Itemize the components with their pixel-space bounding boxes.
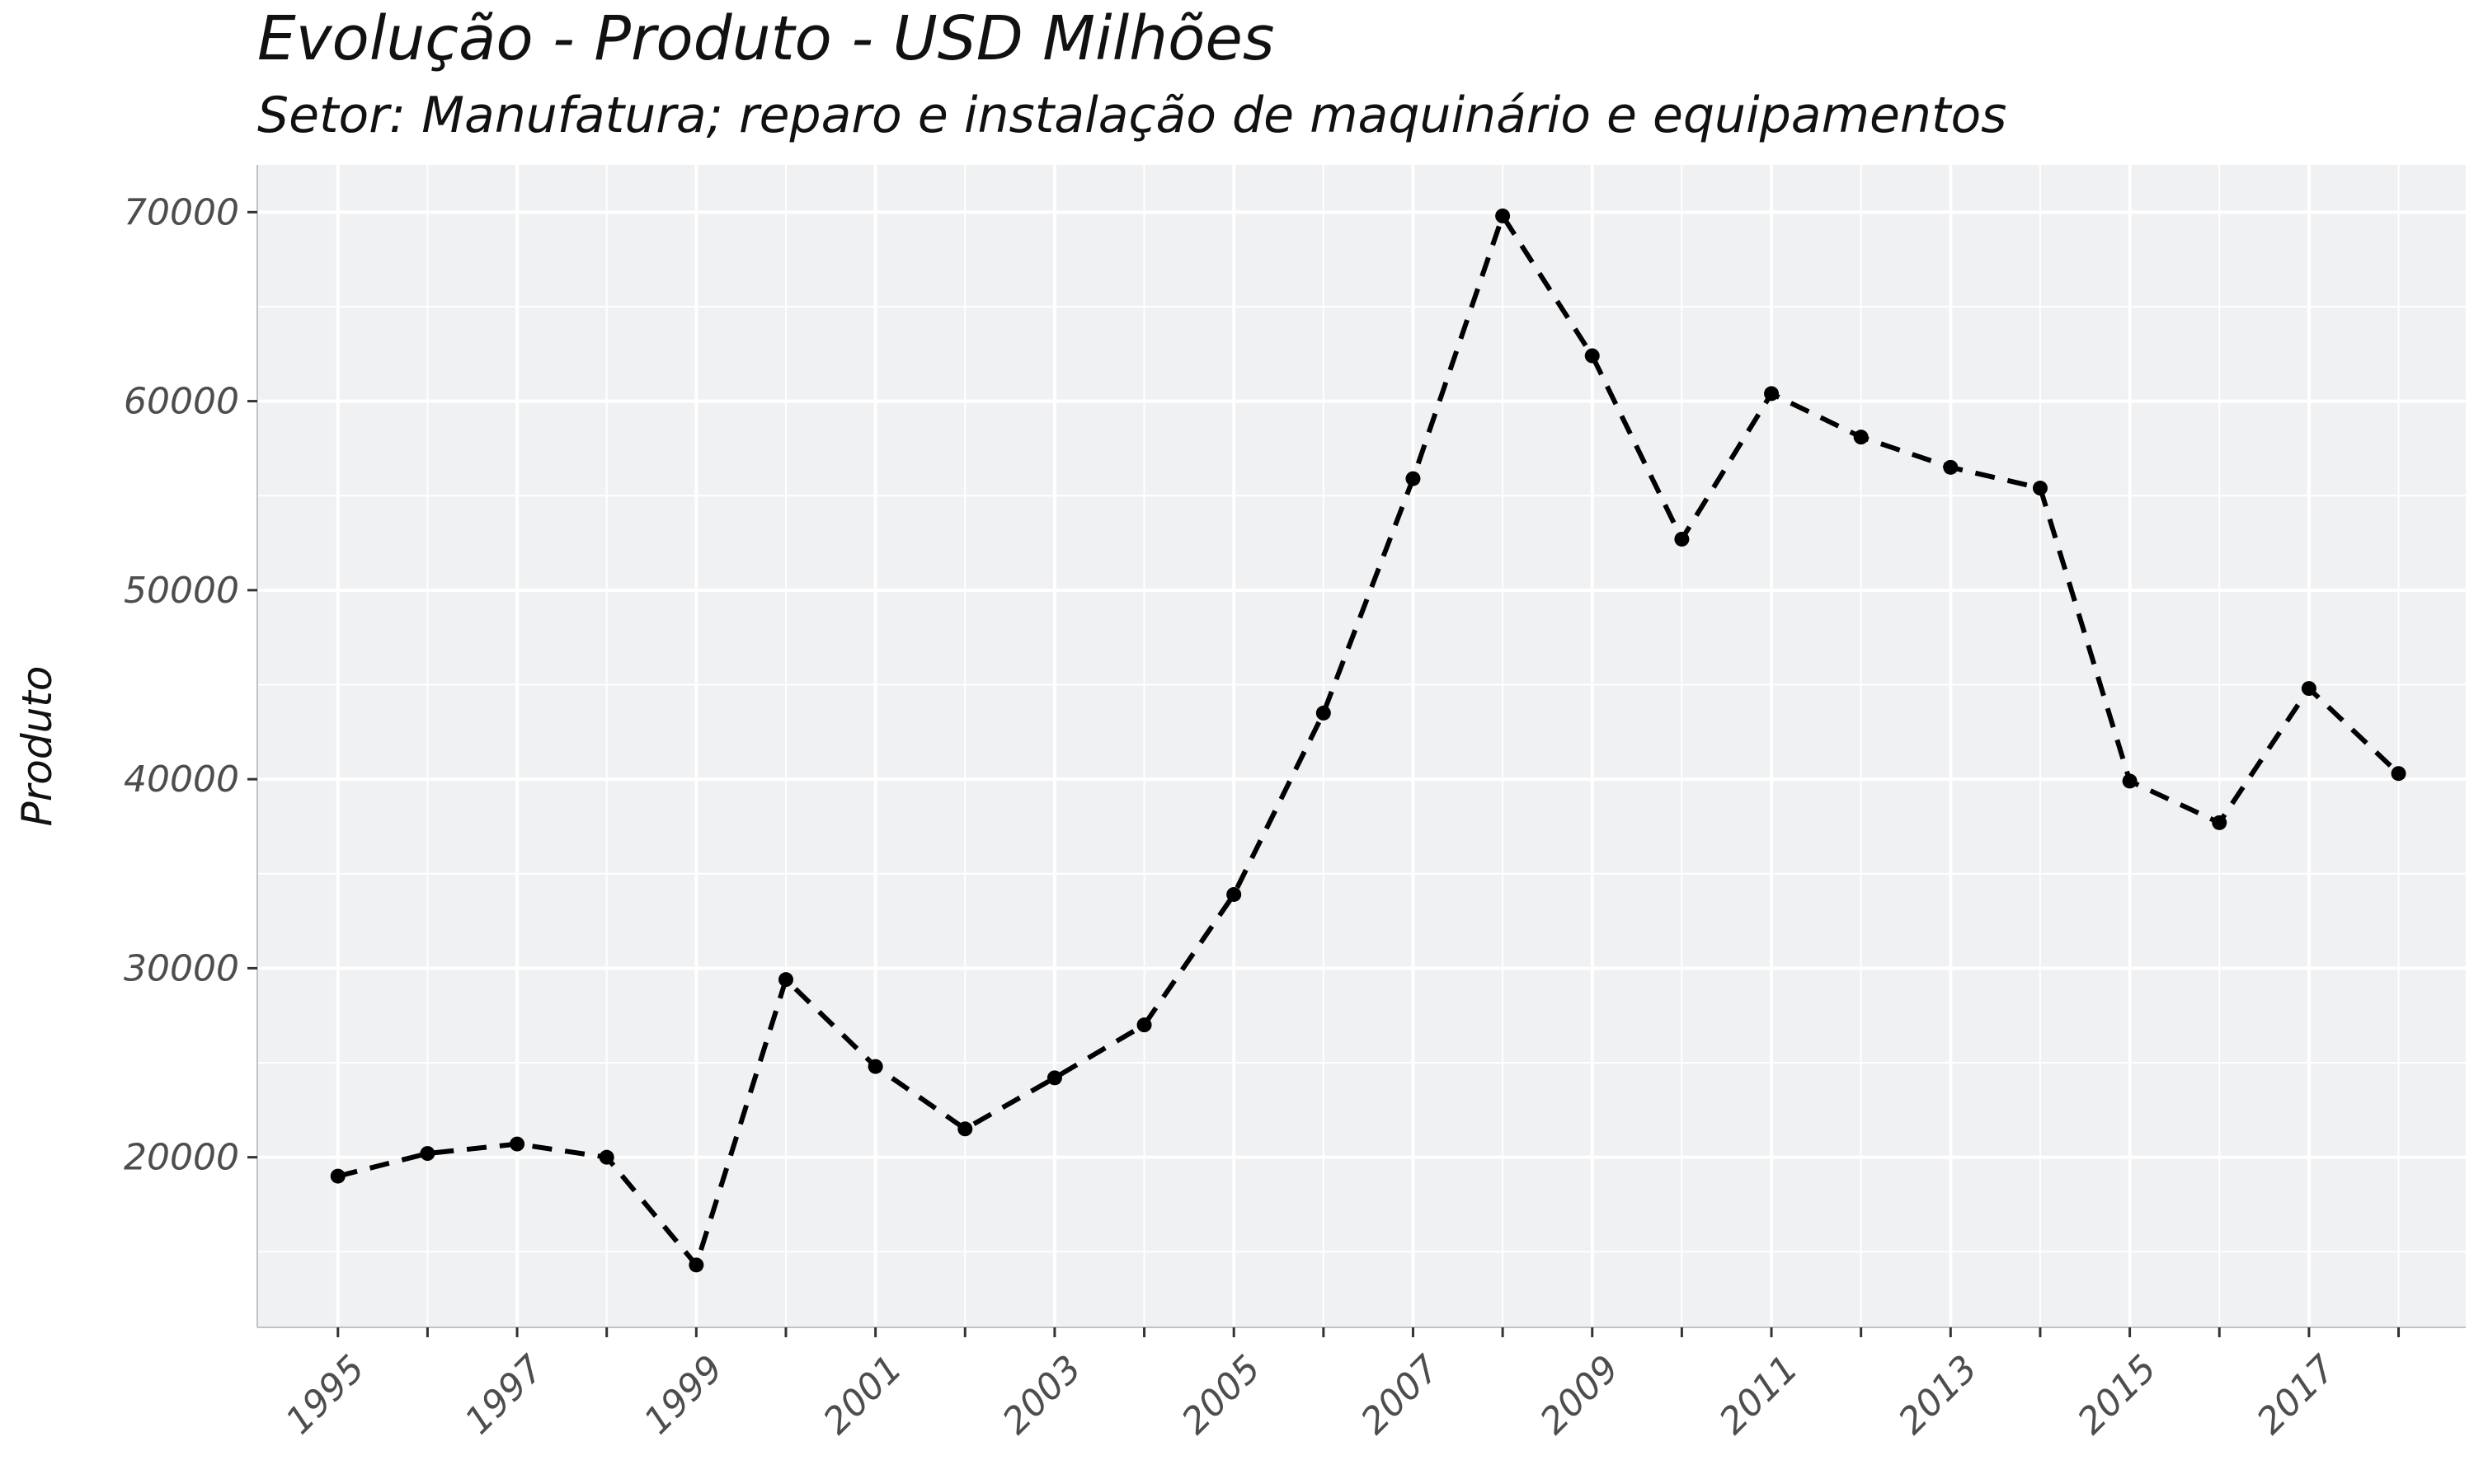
data-point [330,1168,346,1184]
data-point [1943,459,1959,475]
y-tick-label: 50000 [124,570,239,612]
y-tick-label: 20000 [124,1137,239,1179]
x-tick-label: 2013 [1890,1347,1985,1442]
data-point [1853,430,1869,445]
data-point [2212,815,2227,830]
data-point [1047,1070,1062,1086]
plot-background [257,165,2466,1327]
data-point [1315,705,1331,721]
data-point [689,1257,704,1273]
data-point [1674,531,1690,547]
data-point [1405,471,1421,486]
data-point [1584,348,1600,364]
x-tick-label: 2011 [1711,1347,1806,1442]
data-point [2122,773,2138,789]
chart-subtitle: Setor: Manufatura; reparo e instalação d… [257,87,2006,144]
y-tick-label: 70000 [124,191,239,233]
x-tick-label: 2009 [1532,1347,1627,1442]
series-line [337,213,2401,1268]
x-tick-label: 1995 [278,1347,373,1442]
y-axis-label: Produto [13,666,61,827]
data-point [2391,766,2406,782]
x-tick-label: 1999 [636,1347,731,1442]
data-point [1764,386,1780,402]
y-tick-label: 60000 [124,381,239,423]
data-point [868,1059,883,1074]
data-point [1226,886,1242,902]
data-point [420,1146,435,1162]
y-tick-label: 30000 [124,947,239,989]
data-point [2032,481,2048,496]
data-point [957,1121,973,1137]
data-point [599,1149,614,1165]
x-tick-label: 2003 [995,1347,1089,1442]
y-tick-label: 40000 [124,758,239,801]
plot-panel: 20000 30000 40000 50000 60000 70000 1995 1997 19… [124,165,2466,1443]
x-tick-label: 2001 [816,1347,910,1442]
x-tick-label: 2017 [2249,1347,2344,1442]
data-point [778,972,793,988]
data-point [510,1136,525,1152]
x-tick-label: 2015 [2070,1347,2165,1442]
chart-title: Evolução - Produto - USD Milhões [257,3,1274,74]
data-point [1495,208,1511,223]
data-point [1136,1017,1152,1033]
x-tick-label: 1997 [457,1347,552,1442]
data-point [2301,681,2316,697]
x-tick-label: 2005 [1174,1347,1268,1442]
x-tick-label: 2007 [1353,1347,1448,1442]
